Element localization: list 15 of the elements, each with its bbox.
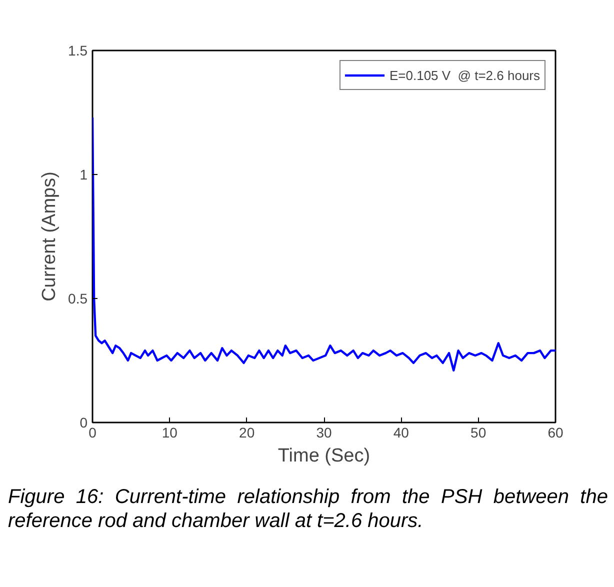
y-tick-label: 0.5 <box>68 290 88 306</box>
x-tick-label: 10 <box>162 424 178 440</box>
line-series <box>92 116 556 372</box>
x-tick-label: 40 <box>393 424 410 440</box>
x-tick-label: 50 <box>470 424 486 440</box>
caption: Figure 16: Current-time relationship from the PSH between the reference rod and chamber wall at t=2.6 hours. <box>8 485 608 533</box>
x-tick-label: 20 <box>239 424 255 440</box>
y-axis-title: Current (Amps) <box>39 172 60 302</box>
x-axis-title: Time (Sec) <box>278 446 370 466</box>
y-tick-label: 0 <box>80 414 88 430</box>
x-tick-label: 30 <box>316 424 332 440</box>
x-tick-label: 60 <box>548 424 564 440</box>
y-tick-label: 1.5 <box>68 42 88 58</box>
y-tick-label: 1 <box>80 166 88 182</box>
legend-label: E=0.105 V @ t=2.6 hours <box>389 68 540 82</box>
